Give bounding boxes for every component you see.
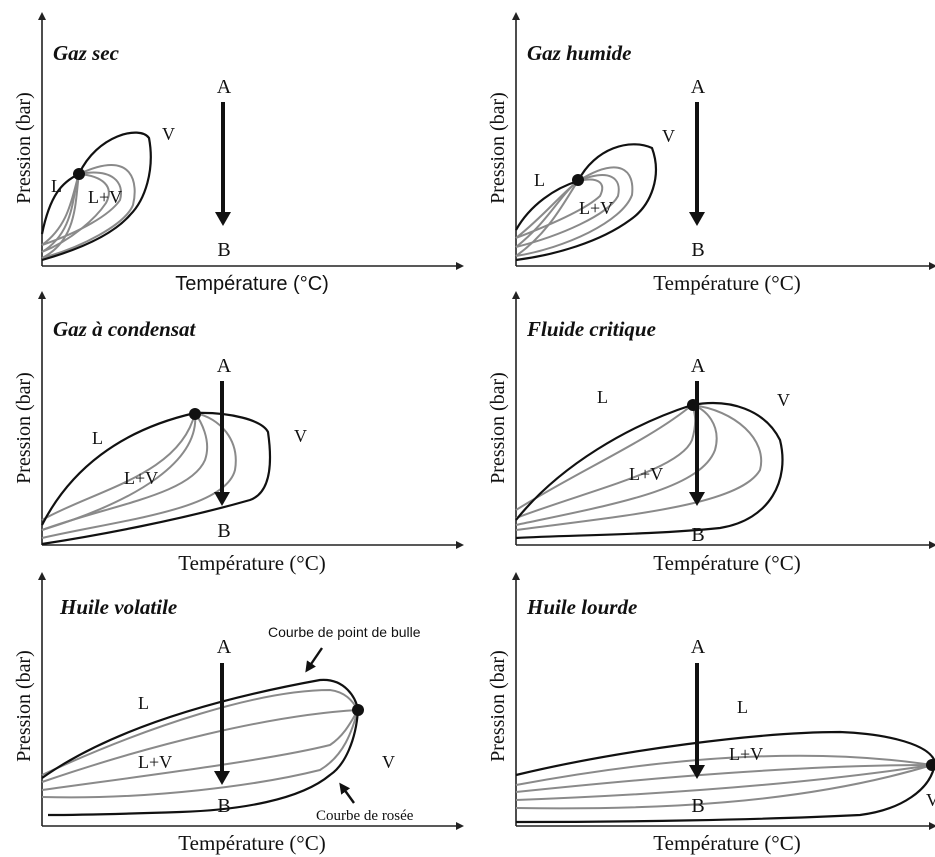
phase-label-vapor: V [662, 126, 675, 146]
point-a-label: A [217, 76, 232, 98]
point-b-label: B [217, 795, 230, 817]
quality-line [515, 404, 718, 526]
critical-point [926, 759, 935, 771]
phase-envelope [515, 143, 657, 262]
critical-point [189, 408, 201, 420]
quality-line [41, 171, 122, 246]
point-a-label: A [691, 355, 706, 377]
quality-line [515, 166, 634, 257]
phase-label-two-phase: L+V [729, 744, 763, 764]
quality-line [41, 172, 110, 253]
y-axis-label: Pression (bar) [487, 650, 509, 762]
phase-envelope [40, 131, 152, 262]
panel-gaz-sec: Gaz sec Pression (bar) Température (°C) … [13, 12, 464, 295]
x-axis-label: Température (°C) [653, 831, 800, 855]
phase-label-liquid: L [51, 176, 62, 196]
point-a-label: A [691, 636, 706, 658]
point-b-label: B [217, 239, 230, 261]
y-axis-label: Pression (bar) [487, 92, 509, 204]
phase-envelope [41, 411, 272, 546]
phase-envelope [515, 401, 784, 540]
quality-line [41, 412, 197, 531]
critical-point [572, 174, 584, 186]
phase-label-two-phase: L+V [88, 187, 122, 207]
phase-label-liquid: L [138, 693, 149, 713]
panel-huile-lourde: Huile lourde Pression (bar) Température … [487, 572, 935, 855]
phase-label-liquid: L [737, 697, 748, 717]
phase-label-two-phase: L+V [629, 464, 663, 484]
x-axis-label: Température (°C) [178, 831, 325, 855]
phase-envelope [515, 730, 935, 824]
phase-label-vapor: V [926, 790, 935, 810]
panel-title: Gaz à condensat [53, 317, 197, 341]
panel-title: Huile lourde [526, 595, 637, 619]
phase-label-two-phase: L+V [138, 752, 172, 772]
phase-label-two-phase: L+V [124, 468, 158, 488]
point-a-label: A [217, 355, 232, 377]
quality-line [515, 764, 933, 810]
y-axis-label: Pression (bar) [13, 372, 35, 484]
bubble-curve-pointer [305, 647, 323, 673]
panel-title: Huile volatile [59, 595, 177, 619]
bubble-curve-annotation: Courbe de point de bulle [268, 624, 421, 640]
phase-label-vapor: V [294, 426, 307, 446]
x-axis-label: Température (°C) [178, 551, 325, 575]
phase-label-liquid: L [597, 387, 608, 407]
point-a-label: A [691, 76, 706, 98]
phase-label-liquid: L [534, 170, 545, 190]
quality-line [515, 754, 933, 786]
dew-curve-annotation: Courbe de rosée [316, 808, 414, 824]
panel-gaz-condensat: Gaz à condensat Pression (bar) Températu… [13, 291, 464, 575]
quality-line [515, 764, 933, 793]
quality-line [41, 688, 359, 776]
quality-line [41, 709, 359, 783]
x-axis-label: Température (°C) [653, 551, 800, 575]
x-axis-label: Température (°C) [175, 273, 329, 295]
panel-title: Gaz sec [53, 41, 120, 65]
panel-huile-volatile: Huile volatile Pression (bar) Températur… [13, 572, 464, 855]
quality-line [515, 178, 604, 239]
phase-envelope [41, 678, 360, 817]
quality-line [515, 404, 693, 511]
phase-label-vapor: V [382, 752, 395, 772]
point-b-label: B [217, 520, 230, 542]
panel-title: Fluide critique [526, 317, 656, 341]
quality-line [41, 709, 359, 799]
quality-line [515, 174, 620, 248]
quality-line [515, 404, 697, 519]
point-b-label: B [691, 795, 704, 817]
quality-line [41, 164, 136, 259]
point-a-label: A [217, 636, 232, 658]
dew-curve-pointer [339, 782, 355, 804]
quality-line [515, 764, 933, 801]
panel-fluide-critique: Fluide critique Pression (bar) Températu… [487, 291, 935, 575]
quality-line [41, 412, 209, 531]
phase-label-vapor: V [162, 124, 175, 144]
phase-label-vapor: V [777, 390, 790, 410]
phase-label-two-phase: L+V [579, 198, 613, 218]
phase-label-liquid: L [92, 428, 103, 448]
point-b-label: B [691, 239, 704, 261]
y-axis-label: Pression (bar) [13, 650, 35, 762]
y-axis-label: Pression (bar) [13, 92, 35, 204]
x-axis-label: Température (°C) [653, 271, 800, 295]
critical-point [73, 168, 85, 180]
panel-title: Gaz humide [527, 41, 631, 65]
y-axis-label: Pression (bar) [487, 372, 509, 484]
quality-line [515, 404, 763, 531]
quality-line [41, 709, 359, 791]
critical-point [352, 704, 364, 716]
panel-gaz-humide: Gaz humide Pression (bar) Température (°… [487, 12, 935, 295]
point-b-label: B [691, 524, 704, 546]
